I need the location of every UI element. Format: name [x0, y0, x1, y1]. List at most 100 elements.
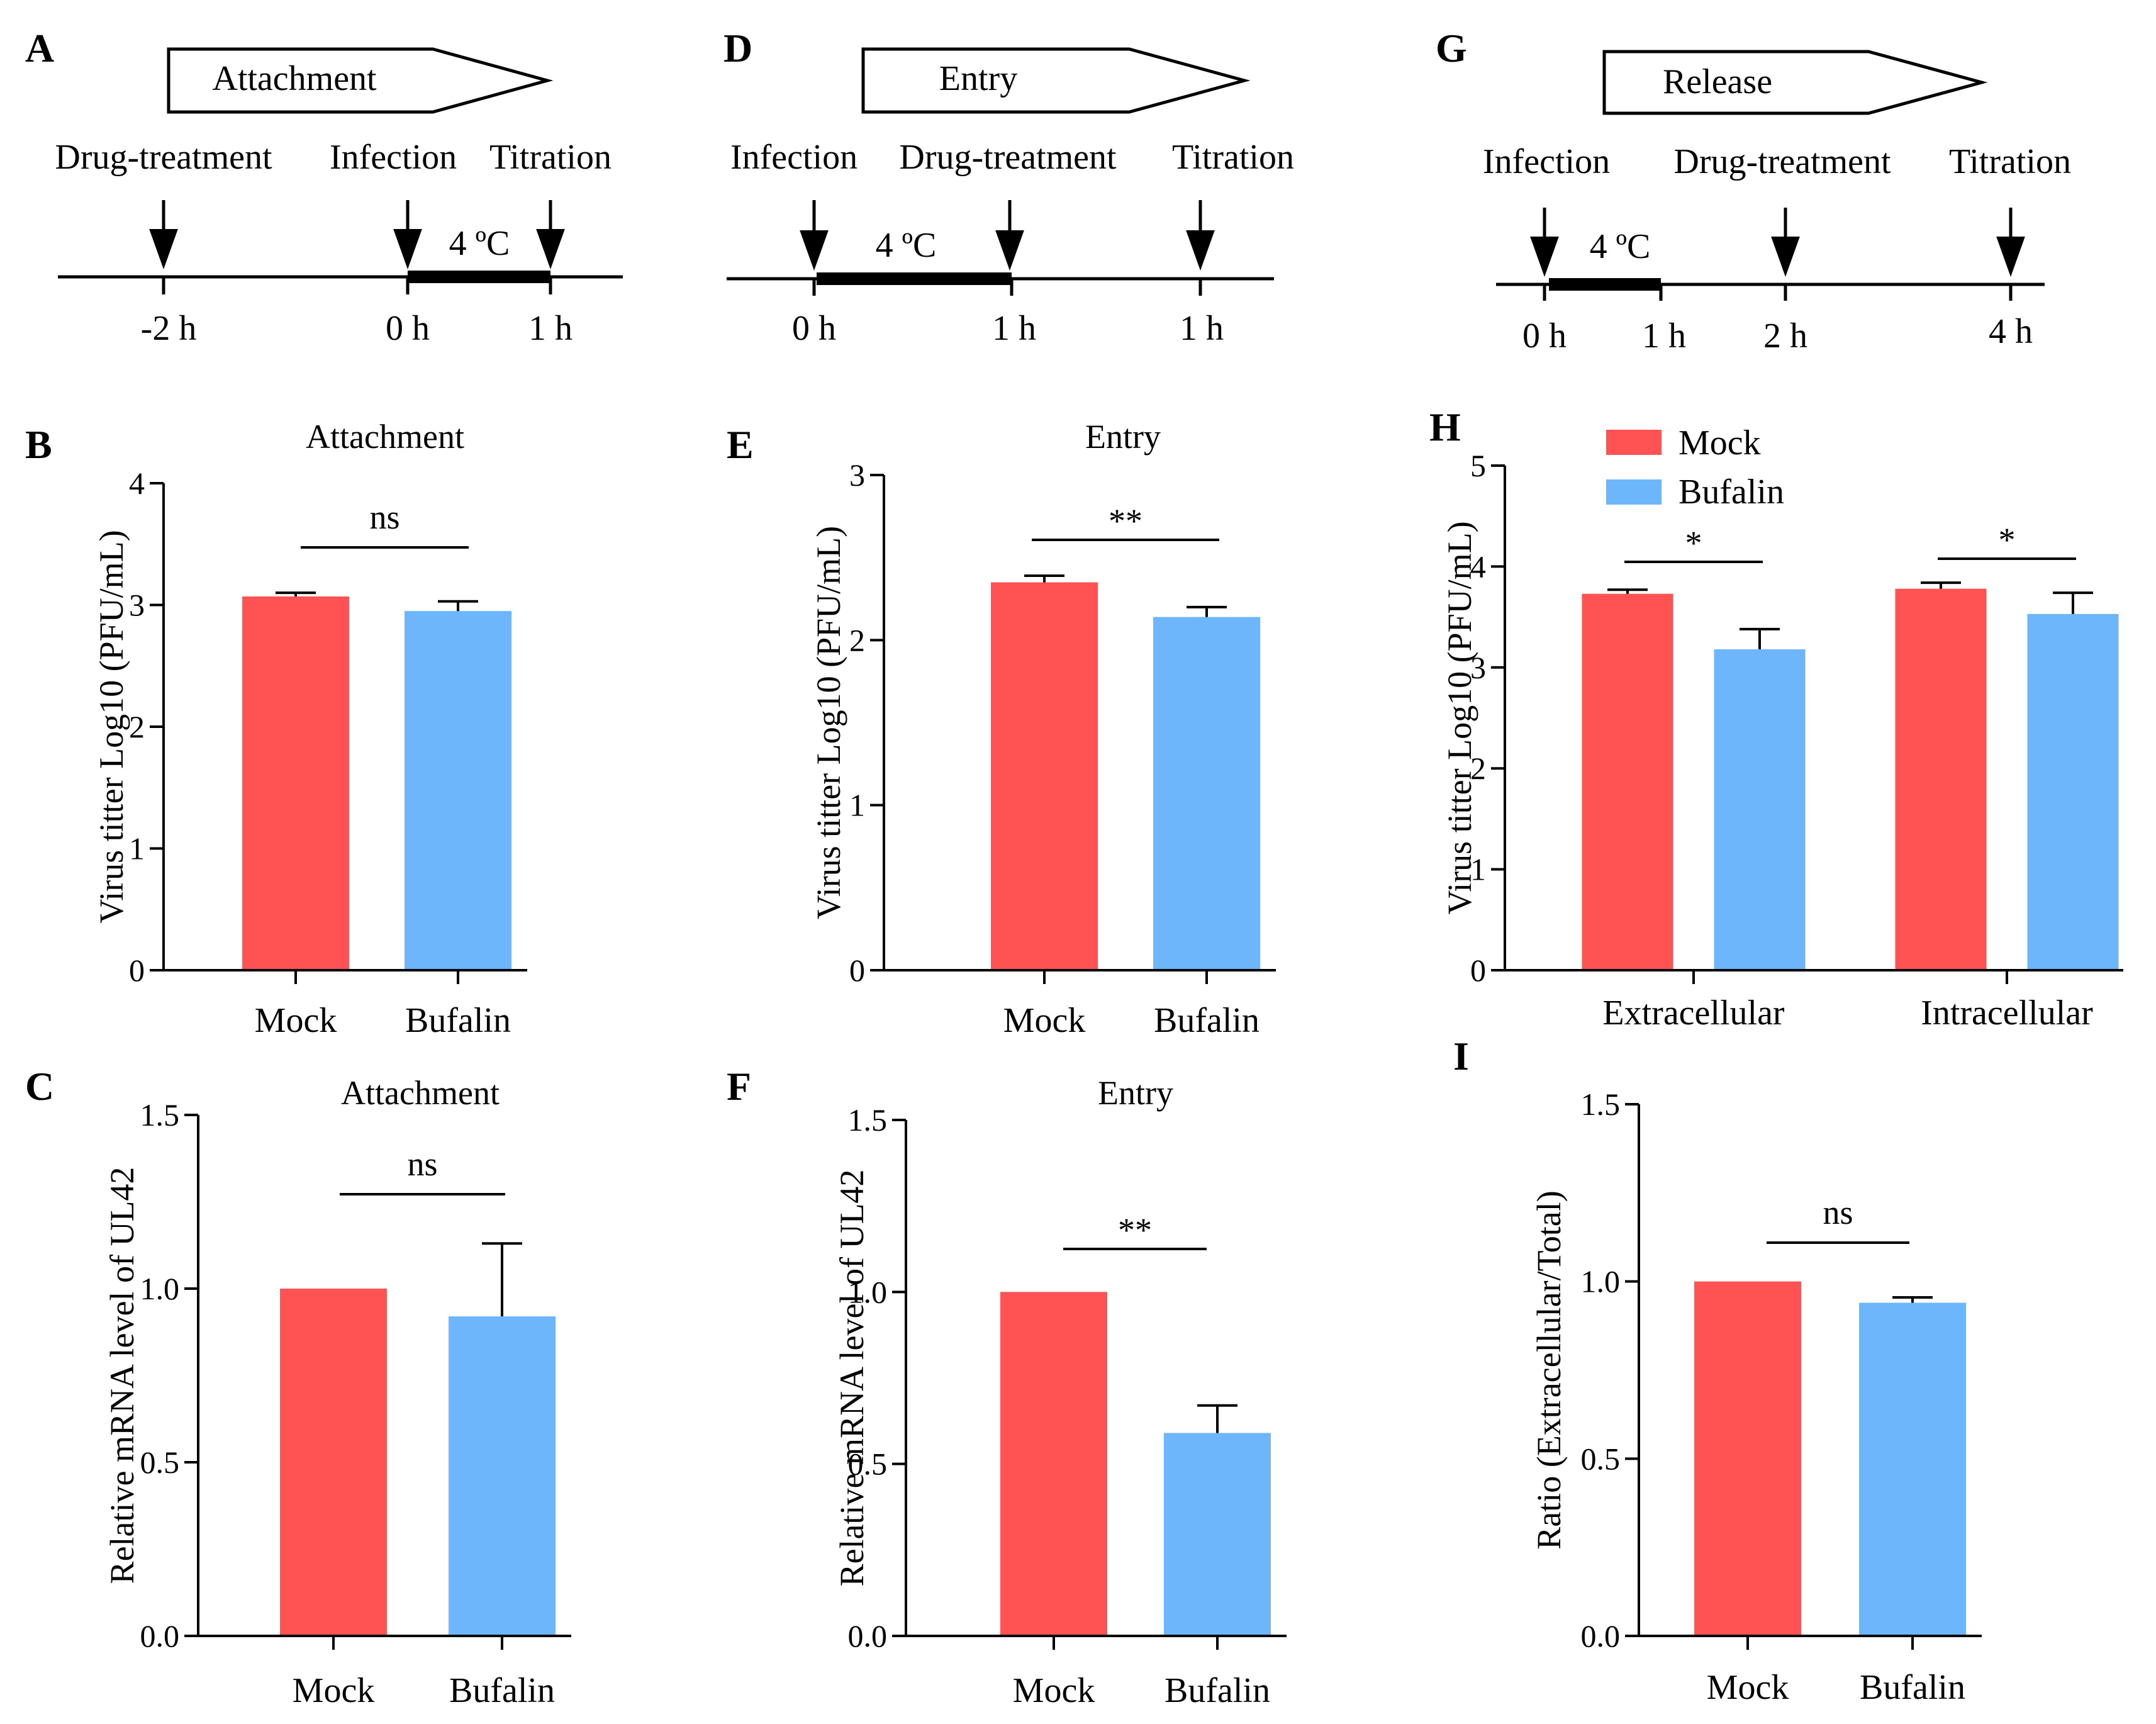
bar-bufalin [1859, 1302, 1966, 1636]
x-tick-label: Extracellular [1602, 994, 1785, 1033]
timeline-d: D Entry Infection Drug-treatment Titrati… [723, 26, 1294, 348]
down-arrow-icon [536, 200, 565, 269]
bar-bufalin [1164, 1433, 1271, 1636]
x-tick-label: Intracellular [1921, 994, 2093, 1033]
legend-swatch-bufalin [1606, 479, 1662, 505]
timeline-g: G Release Infection Drug-treatment Titra… [1436, 26, 2071, 355]
y-tick-label: 1.5 [140, 1097, 180, 1133]
step-label: Infection [330, 138, 457, 177]
y-tick-label: 2 [129, 709, 145, 744]
y-tick-label: 2 [1470, 751, 1486, 786]
y-tick-label: 3 [129, 588, 145, 623]
down-arrow-icon [1771, 208, 1800, 277]
x-tick-label: Bufalin [1154, 1001, 1260, 1040]
phase-label-entry: Entry [939, 59, 1017, 98]
step-label: Infection [730, 138, 857, 177]
x-tick-label: Mock [1013, 1671, 1095, 1710]
time-label: 4 h [1989, 312, 2033, 351]
chart-e-entry-titer: Entry Virus titter Log10 (PFU/mL)0 1 2 3 Mock… [810, 418, 1276, 1040]
y-tick-label: 0 [1470, 953, 1486, 988]
y-tick-label: 1.0 [848, 1274, 888, 1309]
significance-label: * [1685, 524, 1702, 562]
y-tick-label: 4 [1470, 549, 1486, 584]
significance-label: ns [369, 498, 399, 536]
x-tick-label: Mock [255, 1001, 337, 1040]
y-tick-label: 0.0 [140, 1618, 180, 1654]
y-tick-label: 1 [129, 831, 145, 866]
down-arrow-icon [393, 200, 422, 269]
y-tick-label: 3 [1470, 650, 1486, 685]
y-tick-label: 1.5 [848, 1102, 888, 1138]
y-tick-label: 0.5 [848, 1447, 888, 1482]
x-tick-label: Mock [293, 1671, 375, 1710]
bar-mock [991, 582, 1098, 970]
significance-label: * [1999, 521, 2016, 559]
y-axis-label: Relative mRNA level of UL42 [833, 1170, 871, 1587]
bar-bufalin [405, 611, 511, 970]
time-label: 0 h [1522, 316, 1567, 355]
panel-label-h: H [1429, 405, 1461, 449]
time-label: 0 h [386, 309, 430, 348]
bar-bufalin [449, 1316, 556, 1636]
down-arrow-icon [1996, 208, 2025, 277]
y-tick-label: 1.5 [1581, 1087, 1621, 1122]
x-tick-label: Bufalin [1165, 1671, 1270, 1710]
chart-title: Entry [1085, 418, 1161, 456]
down-arrow-icon [995, 200, 1024, 271]
step-label: Drug-treatment [55, 138, 272, 177]
step-label: Drug-treatment [899, 138, 1117, 177]
panel-label-g: G [1436, 26, 1467, 70]
chart-i-ratio: Ratio (Extracellular/Total) 0.0 0.5 1.0 1.5 M… [1530, 1087, 1982, 1707]
down-arrow-icon [149, 200, 178, 269]
y-axis-label: Virus titter Log10 (PFU/mL) [1441, 521, 1478, 914]
y-axis-label: Virus titter Log10 (PFU/mL) [810, 526, 847, 919]
bar-bufalin-extracellular [1714, 649, 1806, 970]
time-label: -2 h [141, 309, 197, 348]
y-tick-label: 5 [1470, 448, 1486, 483]
y-axis-label: Relative mRNA level of UL42 [103, 1167, 141, 1584]
y-tick-label: 0 [849, 953, 865, 988]
y-tick-label: 0.5 [1581, 1441, 1621, 1476]
legend: Mock Bufalin [1606, 423, 1784, 512]
step-label: Titration [1172, 138, 1294, 177]
y-tick-label: 0.0 [1581, 1618, 1621, 1654]
panel-label-d: D [723, 26, 752, 70]
significance-label: ns [407, 1145, 437, 1183]
cold-label: 4 ºC [876, 226, 937, 265]
down-arrow-icon [800, 200, 829, 271]
significance-label: ** [1118, 1211, 1152, 1249]
chart-c-attachment-mrna: Attachment Relative mRNA level of UL42 0.0… [103, 1074, 571, 1710]
phase-label-attachment: Attachment [212, 59, 377, 98]
time-label: 1 h [992, 309, 1036, 348]
y-axis-label: Virus titter Log10 (PFU/mL) [92, 530, 130, 923]
bar-mock [1694, 1281, 1801, 1636]
legend-swatch-mock [1606, 430, 1662, 455]
time-label: 2 h [1763, 316, 1807, 355]
x-tick-label: Bufalin [449, 1671, 555, 1710]
bar-bufalin [1153, 617, 1260, 970]
x-tick-label: Mock [1707, 1668, 1789, 1707]
down-arrow-icon [1530, 208, 1559, 277]
step-label: Titration [489, 138, 612, 177]
y-axis-label: Ratio (Extracellular/Total) [1530, 1190, 1568, 1549]
significance-label: ns [1823, 1194, 1853, 1231]
phase-arrow-attachment [167, 47, 554, 114]
y-tick-label: 0.5 [140, 1445, 180, 1480]
panel-label-b: B [25, 422, 52, 467]
y-tick-label: 1 [849, 788, 865, 823]
time-label: 0 h [792, 309, 836, 348]
down-arrow-icon [1186, 200, 1215, 271]
significance-label: ** [1109, 502, 1142, 540]
panel-label-f: F [727, 1064, 751, 1109]
chart-title: Attachment [306, 418, 464, 456]
y-tick-label: 3 [849, 457, 865, 493]
chart-f-entry-mrna: Entry Relative mRNA level of UL42 0.0 0.5 1.… [833, 1074, 1287, 1710]
panel-label-c: C [25, 1064, 54, 1109]
panel-label-e: E [727, 422, 754, 467]
bar-mock [242, 596, 349, 970]
y-tick-label: 1.0 [140, 1271, 180, 1306]
phase-arrow-release [1602, 50, 1988, 115]
step-label: Infection [1483, 142, 1610, 181]
y-tick-label: 1 [1470, 852, 1486, 887]
y-tick-label: 0 [129, 953, 145, 988]
